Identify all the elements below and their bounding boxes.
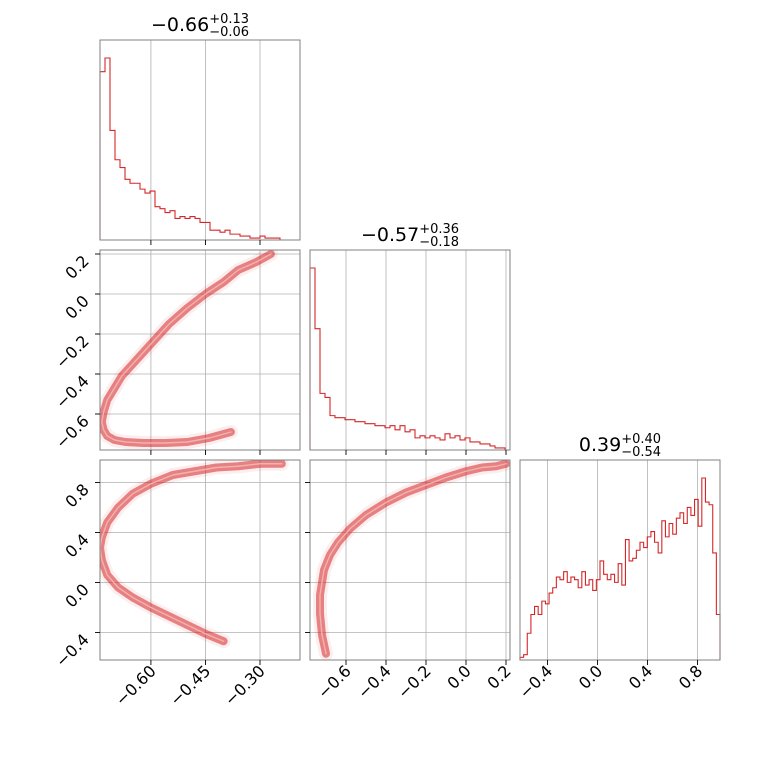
xtick-label-p1-0: −0.6 xyxy=(314,661,355,702)
ytick-label-p1-0: −0.6 xyxy=(52,411,93,452)
ytick-label-p2-1: 0.0 xyxy=(61,580,92,611)
joint-p1-p2 xyxy=(313,460,510,660)
joint-p1-p2-core xyxy=(319,463,507,655)
title-p2: 0.39+0.40 xyxy=(579,432,661,456)
histogram-p0 xyxy=(99,57,300,241)
panel-2-0-frame xyxy=(99,459,301,661)
title-p0-plus: +0.13 xyxy=(209,12,249,27)
title-p1-minus: −0.18 xyxy=(419,235,459,250)
grid-layer xyxy=(100,40,698,660)
joint-p0-p2-core xyxy=(100,463,283,642)
xtick-label-p0-1: −0.45 xyxy=(166,661,214,709)
joint-p0-p2-halo xyxy=(100,460,289,649)
title-p0-median: −0.66 xyxy=(151,14,209,36)
joint-p1-p2-band xyxy=(316,460,510,658)
frames-layer xyxy=(99,39,721,661)
xtick-label-p1-1: −0.4 xyxy=(354,661,395,702)
xtick-label-p1-2: −0.2 xyxy=(394,661,435,702)
xtick-label-p2-2: 0.4 xyxy=(625,661,656,692)
title-p1: −0.57+0.36 xyxy=(361,222,459,246)
xtick-label-p0-2: −0.30 xyxy=(221,661,269,709)
title-p0-minus: −0.06 xyxy=(209,25,249,40)
marks-layer xyxy=(99,57,721,660)
title-p0: −0.66+0.13 xyxy=(151,12,249,36)
joint-p0-p1-band xyxy=(100,250,275,447)
panel-0-0-frame xyxy=(99,39,301,241)
ytick-label-p2-0: −0.4 xyxy=(52,630,93,671)
title-p1-median: −0.57 xyxy=(361,224,419,246)
ytick-label-p1-1: −0.4 xyxy=(52,371,93,412)
joint-p0-p1-halo xyxy=(100,250,278,450)
panel-1-0-frame xyxy=(99,249,301,451)
ytick-label-p2-2: 0.4 xyxy=(61,530,92,561)
histogram-p2 xyxy=(519,477,721,660)
histogram-p1 xyxy=(309,267,510,451)
panel-1-1-frame xyxy=(309,249,511,451)
ytick-label-p1-4: 0.2 xyxy=(61,251,92,282)
joint-p0-p1-core xyxy=(101,253,272,444)
ytick-label-p2-3: 0.8 xyxy=(61,480,92,511)
title-p2-plus: +0.40 xyxy=(621,432,661,447)
panel-2-2-frame xyxy=(519,459,721,661)
ytick-label-p1-2: −0.2 xyxy=(52,331,93,372)
title-p2-minus: −0.54 xyxy=(621,445,661,460)
xtick-label-p1-4: 0.2 xyxy=(483,661,514,692)
title-p1-plus: +0.36 xyxy=(419,222,459,237)
xtick-label-p2-1: 0.0 xyxy=(575,661,606,692)
xtick-label-p2-3: 0.8 xyxy=(675,661,706,692)
xtick-label-p2-0: −0.4 xyxy=(515,661,556,702)
joint-p0-p1 xyxy=(100,250,278,450)
panel-2-1-frame xyxy=(309,459,511,661)
ytick-label-p1-3: 0.0 xyxy=(61,291,92,322)
xtick-label-p0-0: −0.60 xyxy=(112,661,160,709)
joint-p0-p2 xyxy=(100,460,289,649)
title-p2-median: 0.39 xyxy=(579,434,621,456)
xtick-label-p1-3: 0.0 xyxy=(443,661,474,692)
ticks-layer xyxy=(95,240,698,665)
